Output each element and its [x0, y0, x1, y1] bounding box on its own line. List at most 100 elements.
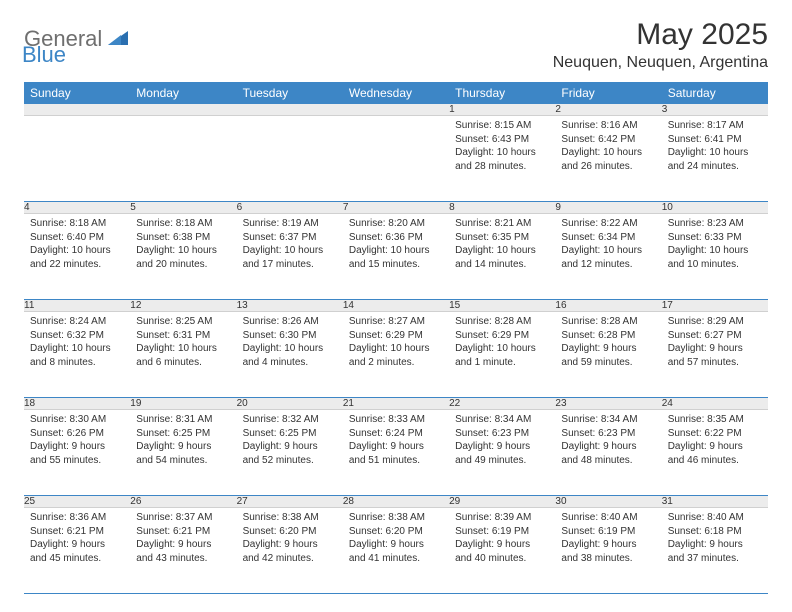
- day-number: 14: [343, 300, 449, 312]
- day-number: 2: [555, 104, 661, 116]
- day-number: 30: [555, 496, 661, 508]
- sunrise-line: Sunrise: 8:25 AM: [136, 315, 230, 329]
- day-number: 1: [449, 104, 555, 116]
- day-cell: Sunrise: 8:34 AMSunset: 6:23 PMDaylight:…: [555, 410, 661, 496]
- day-number: 25: [24, 496, 130, 508]
- day-cell: Sunrise: 8:19 AMSunset: 6:37 PMDaylight:…: [237, 214, 343, 300]
- daylight-line: Daylight: 9 hours and 42 minutes.: [243, 538, 337, 565]
- sunset-line: Sunset: 6:20 PM: [243, 525, 337, 539]
- day-number-row: 25262728293031: [24, 496, 768, 508]
- day-cell: Sunrise: 8:21 AMSunset: 6:35 PMDaylight:…: [449, 214, 555, 300]
- day-cell: Sunrise: 8:15 AMSunset: 6:43 PMDaylight:…: [449, 116, 555, 202]
- title-block: May 2025 Neuquen, Neuquen, Argentina: [553, 18, 768, 72]
- day-number: 16: [555, 300, 661, 312]
- logo-triangle-icon: [108, 29, 128, 50]
- sunrise-line: Sunrise: 8:18 AM: [30, 217, 124, 231]
- day-cell: Sunrise: 8:31 AMSunset: 6:25 PMDaylight:…: [130, 410, 236, 496]
- day-number: 21: [343, 398, 449, 410]
- daylight-line: Daylight: 9 hours and 46 minutes.: [668, 440, 762, 467]
- daylight-line: Daylight: 9 hours and 59 minutes.: [561, 342, 655, 369]
- day-cell: Sunrise: 8:18 AMSunset: 6:40 PMDaylight:…: [24, 214, 130, 300]
- calendar-table: SundayMondayTuesdayWednesdayThursdayFrid…: [24, 82, 768, 594]
- daylight-line: Daylight: 9 hours and 48 minutes.: [561, 440, 655, 467]
- day-cell: Sunrise: 8:33 AMSunset: 6:24 PMDaylight:…: [343, 410, 449, 496]
- day-number: 24: [662, 398, 768, 410]
- day-cell: Sunrise: 8:17 AMSunset: 6:41 PMDaylight:…: [662, 116, 768, 202]
- day-cell: Sunrise: 8:29 AMSunset: 6:27 PMDaylight:…: [662, 312, 768, 398]
- daylight-line: Daylight: 10 hours and 14 minutes.: [455, 244, 549, 271]
- day-cell: Sunrise: 8:38 AMSunset: 6:20 PMDaylight:…: [237, 508, 343, 594]
- day-content: Sunrise: 8:28 AMSunset: 6:29 PMDaylight:…: [449, 312, 555, 373]
- day-content-row: Sunrise: 8:30 AMSunset: 6:26 PMDaylight:…: [24, 410, 768, 496]
- sunrise-line: Sunrise: 8:34 AM: [561, 413, 655, 427]
- weekday-header: Tuesday: [237, 82, 343, 104]
- day-number: 22: [449, 398, 555, 410]
- day-number: 4: [24, 202, 130, 214]
- sunset-line: Sunset: 6:22 PM: [668, 427, 762, 441]
- sunrise-line: Sunrise: 8:20 AM: [349, 217, 443, 231]
- sunset-line: Sunset: 6:26 PM: [30, 427, 124, 441]
- day-content: Sunrise: 8:15 AMSunset: 6:43 PMDaylight:…: [449, 116, 555, 177]
- sunrise-line: Sunrise: 8:16 AM: [561, 119, 655, 133]
- sunrise-line: Sunrise: 8:31 AM: [136, 413, 230, 427]
- empty-cell: [343, 116, 449, 202]
- day-number: 29: [449, 496, 555, 508]
- day-content: Sunrise: 8:28 AMSunset: 6:28 PMDaylight:…: [555, 312, 661, 373]
- daylight-line: Daylight: 9 hours and 45 minutes.: [30, 538, 124, 565]
- sunrise-line: Sunrise: 8:32 AM: [243, 413, 337, 427]
- sunrise-line: Sunrise: 8:24 AM: [30, 315, 124, 329]
- sunset-line: Sunset: 6:32 PM: [30, 329, 124, 343]
- day-cell: Sunrise: 8:22 AMSunset: 6:34 PMDaylight:…: [555, 214, 661, 300]
- daylight-line: Daylight: 10 hours and 26 minutes.: [561, 146, 655, 173]
- sunrise-line: Sunrise: 8:23 AM: [668, 217, 762, 231]
- sunrise-line: Sunrise: 8:33 AM: [349, 413, 443, 427]
- day-number: 12: [130, 300, 236, 312]
- header: General May 2025 Neuquen, Neuquen, Argen…: [24, 18, 768, 72]
- day-cell: Sunrise: 8:24 AMSunset: 6:32 PMDaylight:…: [24, 312, 130, 398]
- day-content: Sunrise: 8:32 AMSunset: 6:25 PMDaylight:…: [237, 410, 343, 471]
- weekday-header: Wednesday: [343, 82, 449, 104]
- day-cell: Sunrise: 8:35 AMSunset: 6:22 PMDaylight:…: [662, 410, 768, 496]
- weekday-header: Sunday: [24, 82, 130, 104]
- daylight-line: Daylight: 10 hours and 10 minutes.: [668, 244, 762, 271]
- day-content: Sunrise: 8:35 AMSunset: 6:22 PMDaylight:…: [662, 410, 768, 471]
- day-cell: Sunrise: 8:36 AMSunset: 6:21 PMDaylight:…: [24, 508, 130, 594]
- sunrise-line: Sunrise: 8:40 AM: [561, 511, 655, 525]
- sunrise-line: Sunrise: 8:38 AM: [349, 511, 443, 525]
- weekday-header: Saturday: [662, 82, 768, 104]
- weekday-header: Monday: [130, 82, 236, 104]
- sunset-line: Sunset: 6:36 PM: [349, 231, 443, 245]
- day-cell: Sunrise: 8:37 AMSunset: 6:21 PMDaylight:…: [130, 508, 236, 594]
- day-content: Sunrise: 8:34 AMSunset: 6:23 PMDaylight:…: [555, 410, 661, 471]
- sunset-line: Sunset: 6:24 PM: [349, 427, 443, 441]
- empty-cell: [24, 104, 130, 116]
- sunset-line: Sunset: 6:31 PM: [136, 329, 230, 343]
- sunset-line: Sunset: 6:20 PM: [349, 525, 443, 539]
- daylight-line: Daylight: 9 hours and 41 minutes.: [349, 538, 443, 565]
- sunrise-line: Sunrise: 8:27 AM: [349, 315, 443, 329]
- daylight-line: Daylight: 9 hours and 52 minutes.: [243, 440, 337, 467]
- day-content: Sunrise: 8:22 AMSunset: 6:34 PMDaylight:…: [555, 214, 661, 275]
- empty-cell: [130, 116, 236, 202]
- day-content-row: Sunrise: 8:18 AMSunset: 6:40 PMDaylight:…: [24, 214, 768, 300]
- sunrise-line: Sunrise: 8:28 AM: [455, 315, 549, 329]
- sunset-line: Sunset: 6:33 PM: [668, 231, 762, 245]
- empty-cell: [130, 104, 236, 116]
- day-content: Sunrise: 8:33 AMSunset: 6:24 PMDaylight:…: [343, 410, 449, 471]
- day-content: Sunrise: 8:18 AMSunset: 6:38 PMDaylight:…: [130, 214, 236, 275]
- daylight-line: Daylight: 10 hours and 17 minutes.: [243, 244, 337, 271]
- sunset-line: Sunset: 6:27 PM: [668, 329, 762, 343]
- sunset-line: Sunset: 6:21 PM: [30, 525, 124, 539]
- day-content: Sunrise: 8:20 AMSunset: 6:36 PMDaylight:…: [343, 214, 449, 275]
- day-number-row: 45678910: [24, 202, 768, 214]
- day-content: Sunrise: 8:29 AMSunset: 6:27 PMDaylight:…: [662, 312, 768, 373]
- day-content: Sunrise: 8:37 AMSunset: 6:21 PMDaylight:…: [130, 508, 236, 569]
- sunrise-line: Sunrise: 8:39 AM: [455, 511, 549, 525]
- sunrise-line: Sunrise: 8:19 AM: [243, 217, 337, 231]
- day-number: 13: [237, 300, 343, 312]
- day-content: Sunrise: 8:30 AMSunset: 6:26 PMDaylight:…: [24, 410, 130, 471]
- day-cell: Sunrise: 8:40 AMSunset: 6:18 PMDaylight:…: [662, 508, 768, 594]
- sunrise-line: Sunrise: 8:35 AM: [668, 413, 762, 427]
- sunset-line: Sunset: 6:23 PM: [455, 427, 549, 441]
- day-content: Sunrise: 8:18 AMSunset: 6:40 PMDaylight:…: [24, 214, 130, 275]
